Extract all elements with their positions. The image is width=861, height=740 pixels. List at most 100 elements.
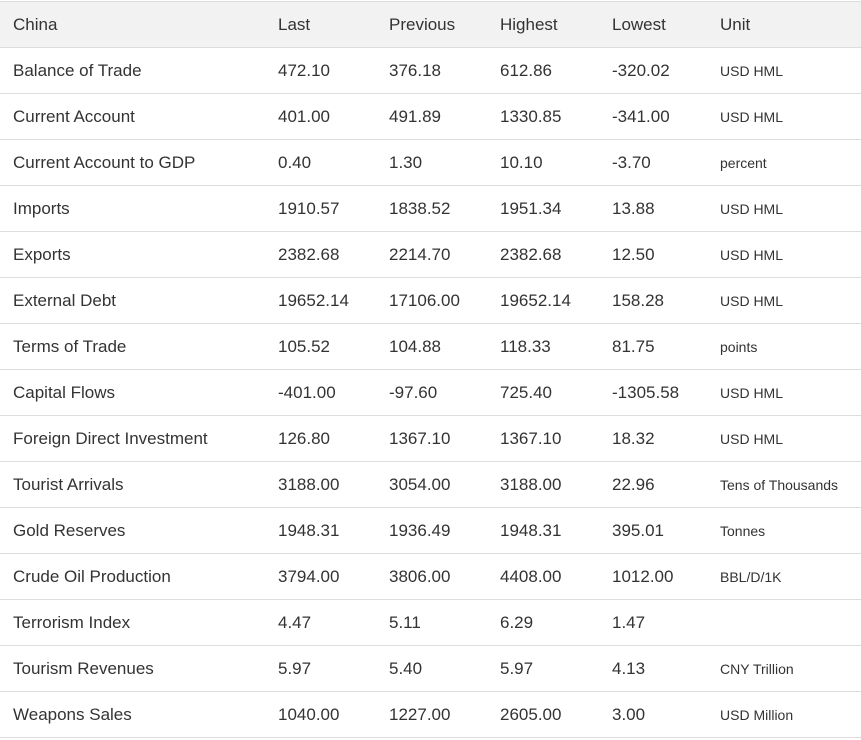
indicator-link[interactable]: Terrorism Index xyxy=(13,612,131,632)
unit-cell: USD HML xyxy=(708,185,861,232)
previous-value-cell: 1367.10 xyxy=(377,415,488,462)
indicator-name-cell[interactable]: External Debt xyxy=(0,277,266,324)
last-value-cell: 19652.14 xyxy=(266,277,377,324)
indicator-name-cell[interactable]: Current Account to GDP xyxy=(0,139,266,186)
highest-value-cell: 10.10 xyxy=(488,139,600,186)
previous-value-cell: 5.11 xyxy=(377,599,488,646)
unit-cell: USD HML xyxy=(708,47,861,94)
highest-value-cell: 725.40 xyxy=(488,369,600,416)
lowest-value-cell: -341.00 xyxy=(600,93,708,140)
highest-value-cell: 2382.68 xyxy=(488,231,600,278)
table-row: Terms of Trade 105.52 104.88 118.33 81.7… xyxy=(0,323,861,370)
unit-cell: USD HML xyxy=(708,369,861,416)
indicator-link[interactable]: Weapons Sales xyxy=(13,704,132,724)
indicator-name-cell[interactable]: Balance of Trade xyxy=(0,47,266,94)
table-header: China Last Previous Highest Lowest Unit xyxy=(0,1,861,48)
indicator-name-cell[interactable]: Foreign Direct Investment xyxy=(0,415,266,462)
lowest-value-cell: 81.75 xyxy=(600,323,708,370)
previous-value-cell: 2214.70 xyxy=(377,231,488,278)
unit-cell: CNY Trillion xyxy=(708,645,861,692)
header-lowest: Lowest xyxy=(600,1,708,48)
indicator-name-cell[interactable]: Crude Oil Production xyxy=(0,553,266,600)
indicator-name-cell[interactable]: Gold Reserves xyxy=(0,507,266,554)
previous-value-cell: 1227.00 xyxy=(377,691,488,738)
header-last: Last xyxy=(266,1,377,48)
unit-cell: USD HML xyxy=(708,415,861,462)
indicator-link[interactable]: Balance of Trade xyxy=(13,60,142,80)
highest-value-cell: 2605.00 xyxy=(488,691,600,738)
lowest-value-cell: 3.00 xyxy=(600,691,708,738)
indicator-name-cell[interactable]: Weapons Sales xyxy=(0,691,266,738)
indicator-link[interactable]: Terms of Trade xyxy=(13,336,127,356)
indicator-link[interactable]: Exports xyxy=(13,244,71,264)
last-value-cell: 1040.00 xyxy=(266,691,377,738)
unit-cell: BBL/D/1K xyxy=(708,553,861,600)
highest-value-cell: 5.97 xyxy=(488,645,600,692)
unit-cell: USD HML xyxy=(708,93,861,140)
last-value-cell: 401.00 xyxy=(266,93,377,140)
last-value-cell: -401.00 xyxy=(266,369,377,416)
indicator-link[interactable]: Current Account to GDP xyxy=(13,152,196,172)
lowest-value-cell: -320.02 xyxy=(600,47,708,94)
unit-cell: points xyxy=(708,323,861,370)
last-value-cell: 126.80 xyxy=(266,415,377,462)
last-value-cell: 1910.57 xyxy=(266,185,377,232)
indicator-link[interactable]: Imports xyxy=(13,198,70,218)
lowest-value-cell: 395.01 xyxy=(600,507,708,554)
table-row: Terrorism Index 4.47 5.11 6.29 1.47 xyxy=(0,599,861,646)
highest-value-cell: 3188.00 xyxy=(488,461,600,508)
indicator-name-cell[interactable]: Tourism Revenues xyxy=(0,645,266,692)
table-row: Exports 2382.68 2214.70 2382.68 12.50 US… xyxy=(0,231,861,278)
table-row: Balance of Trade 472.10 376.18 612.86 -3… xyxy=(0,47,861,94)
indicator-link[interactable]: Foreign Direct Investment xyxy=(13,428,208,448)
last-value-cell: 5.97 xyxy=(266,645,377,692)
lowest-value-cell: 1012.00 xyxy=(600,553,708,600)
highest-value-cell: 4408.00 xyxy=(488,553,600,600)
header-row: China Last Previous Highest Lowest Unit xyxy=(0,1,861,48)
table-row: Current Account to GDP 0.40 1.30 10.10 -… xyxy=(0,139,861,186)
indicator-name-cell[interactable]: Current Account xyxy=(0,93,266,140)
table-row: External Debt 19652.14 17106.00 19652.14… xyxy=(0,277,861,324)
table-row: Tourism Revenues 5.97 5.40 5.97 4.13 CNY… xyxy=(0,645,861,692)
lowest-value-cell: -3.70 xyxy=(600,139,708,186)
indicator-name-cell[interactable]: Tourist Arrivals xyxy=(0,461,266,508)
highest-value-cell: 19652.14 xyxy=(488,277,600,324)
indicator-name-cell[interactable]: Terms of Trade xyxy=(0,323,266,370)
indicator-link[interactable]: External Debt xyxy=(13,290,116,310)
lowest-value-cell: 4.13 xyxy=(600,645,708,692)
previous-value-cell: 491.89 xyxy=(377,93,488,140)
indicator-link[interactable]: Crude Oil Production xyxy=(13,566,171,586)
table-body: Balance of Trade 472.10 376.18 612.86 -3… xyxy=(0,47,861,738)
lowest-value-cell: -1305.58 xyxy=(600,369,708,416)
indicator-name-cell[interactable]: Capital Flows xyxy=(0,369,266,416)
indicator-name-cell[interactable]: Imports xyxy=(0,185,266,232)
indicator-link[interactable]: Capital Flows xyxy=(13,382,116,402)
indicator-name-cell[interactable]: Terrorism Index xyxy=(0,599,266,646)
indicator-link[interactable]: Tourism Revenues xyxy=(13,658,154,678)
highest-value-cell: 1948.31 xyxy=(488,507,600,554)
last-value-cell: 0.40 xyxy=(266,139,377,186)
highest-value-cell: 1367.10 xyxy=(488,415,600,462)
unit-cell: USD HML xyxy=(708,231,861,278)
highest-value-cell: 1330.85 xyxy=(488,93,600,140)
highest-value-cell: 118.33 xyxy=(488,323,600,370)
indicator-link[interactable]: Gold Reserves xyxy=(13,520,126,540)
previous-value-cell: -97.60 xyxy=(377,369,488,416)
indicator-link[interactable]: Current Account xyxy=(13,106,135,126)
lowest-value-cell: 12.50 xyxy=(600,231,708,278)
previous-value-cell: 1936.49 xyxy=(377,507,488,554)
previous-value-cell: 1.30 xyxy=(377,139,488,186)
indicator-name-cell[interactable]: Exports xyxy=(0,231,266,278)
previous-value-cell: 376.18 xyxy=(377,47,488,94)
unit-cell: Tonnes xyxy=(708,507,861,554)
table-row: Gold Reserves 1948.31 1936.49 1948.31 39… xyxy=(0,507,861,554)
header-unit: Unit xyxy=(708,1,861,48)
last-value-cell: 3188.00 xyxy=(266,461,377,508)
header-previous: Previous xyxy=(377,1,488,48)
table-row: Tourist Arrivals 3188.00 3054.00 3188.00… xyxy=(0,461,861,508)
last-value-cell: 1948.31 xyxy=(266,507,377,554)
indicator-link[interactable]: Tourist Arrivals xyxy=(13,474,124,494)
highest-value-cell: 6.29 xyxy=(488,599,600,646)
table-row: Crude Oil Production 3794.00 3806.00 440… xyxy=(0,553,861,600)
